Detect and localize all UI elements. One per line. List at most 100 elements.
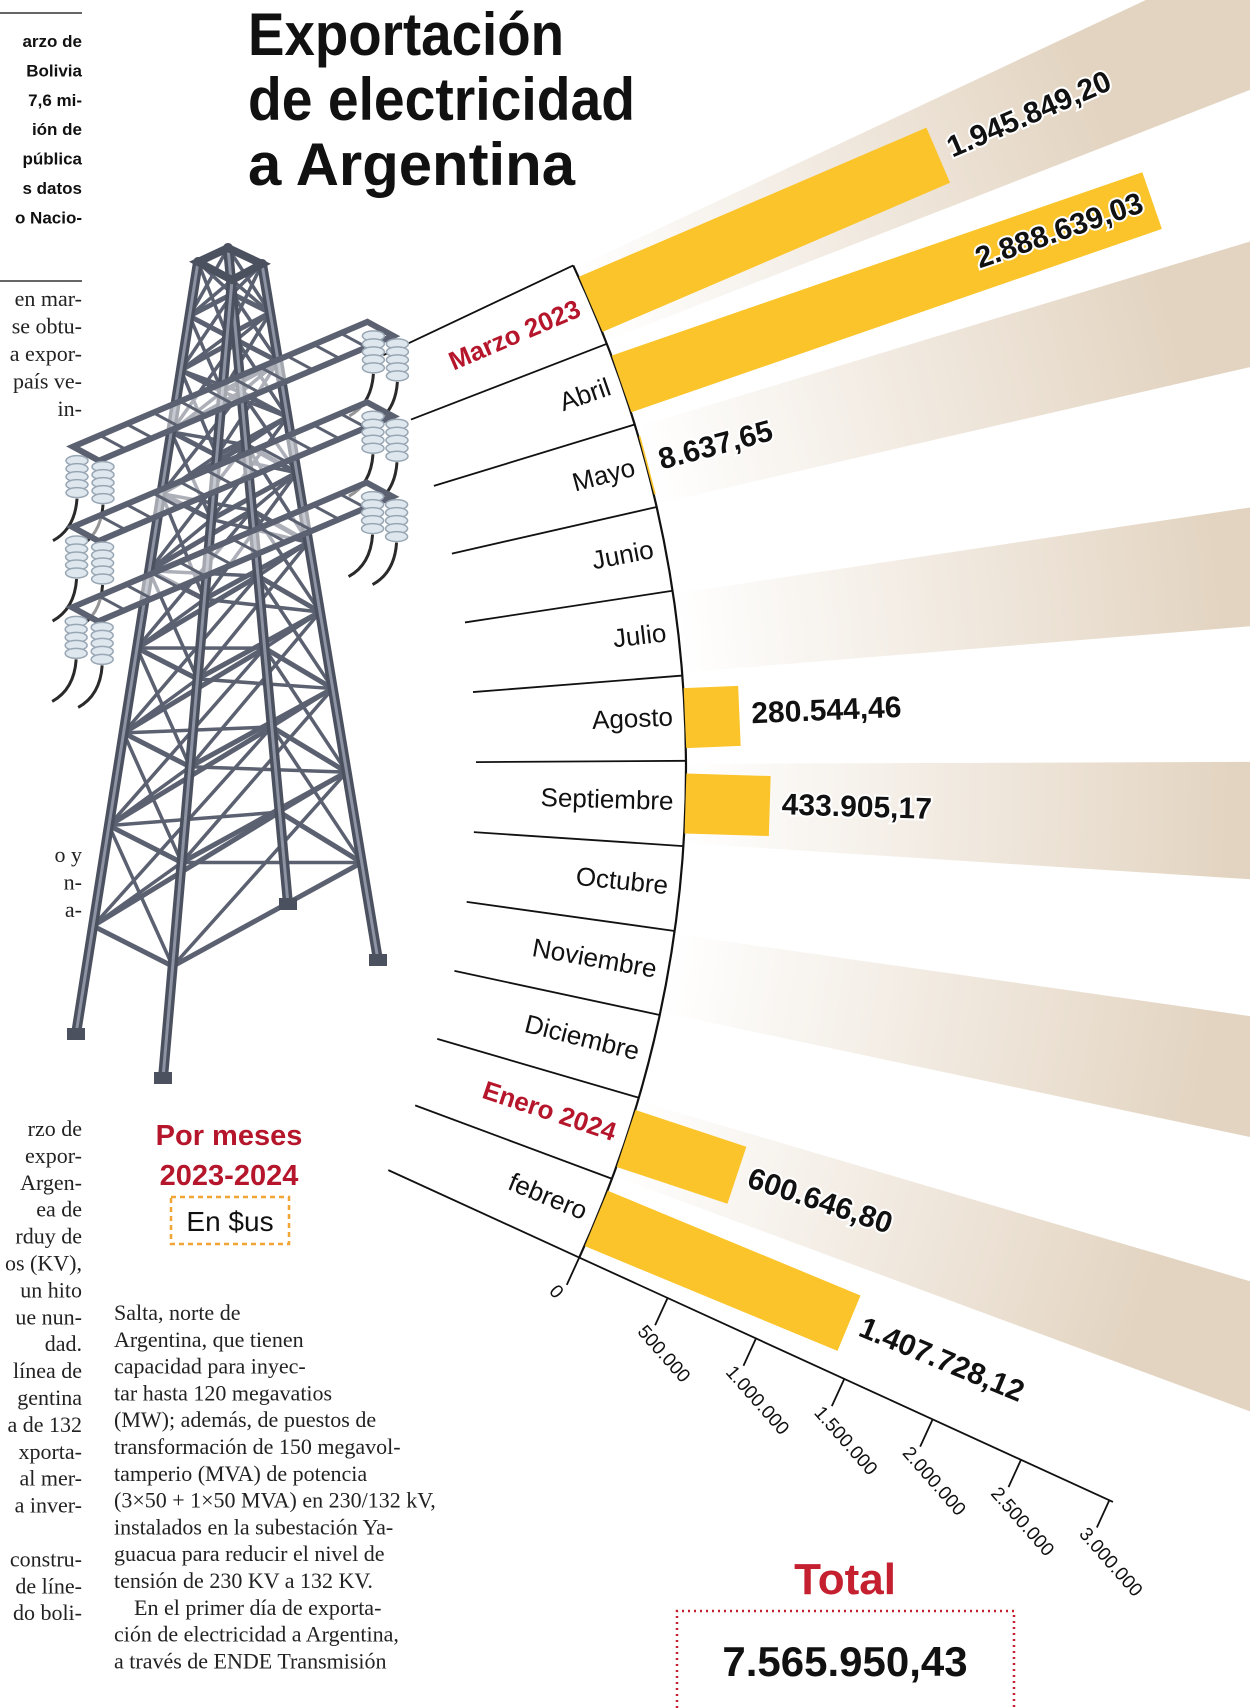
tower-strut <box>124 583 154 601</box>
tower-foot <box>67 1028 85 1040</box>
text-line: a expor- <box>10 341 82 366</box>
tower-strut <box>188 765 349 774</box>
text-line: a de 132 <box>7 1412 82 1437</box>
text-line: línea de <box>13 1358 82 1383</box>
bar <box>611 172 1162 413</box>
tick-label: 2.500.000 <box>986 1483 1058 1560</box>
bar <box>578 127 951 332</box>
value-label: 280.544,46 <box>751 691 902 730</box>
tower-strut <box>177 560 207 578</box>
tower-strut <box>178 399 208 417</box>
tower-strut <box>188 610 322 769</box>
category-label: Junio <box>589 534 656 575</box>
text-line: se obtu- <box>12 314 82 339</box>
tower-strut <box>170 860 365 969</box>
cross-arm <box>66 318 401 465</box>
text-line: xporta- <box>18 1439 82 1464</box>
sector-line <box>466 900 675 932</box>
text-line: 7,6 mi- <box>28 91 82 110</box>
tower-strut <box>97 514 127 532</box>
text-line: Bolivia <box>26 61 82 80</box>
text-line: (MW); además, de puestos de <box>114 1407 376 1432</box>
text-line: En el primer día de exporta- <box>134 1595 381 1620</box>
text-line: a inver- <box>15 1493 82 1518</box>
insulator <box>361 442 385 454</box>
tower-strut <box>285 354 315 372</box>
text-line: ción de electricidad a Argentina, <box>114 1622 399 1647</box>
text-line: país ve- <box>13 369 82 394</box>
insulator <box>64 567 89 579</box>
tower-strut <box>90 809 283 929</box>
text-line: de líne- <box>15 1573 82 1598</box>
tower-strut <box>204 468 234 486</box>
sector-line <box>414 1104 613 1180</box>
category-label: Octubre <box>575 861 670 900</box>
tick-label: 1.500.000 <box>810 1402 882 1479</box>
text-line: ue nun- <box>15 1304 82 1329</box>
text-line: tensión de 230 KV a 132 KV. <box>114 1568 373 1593</box>
tower-strut <box>258 446 288 464</box>
category-label: Diciembre <box>522 1008 643 1066</box>
wire <box>347 534 375 578</box>
wire <box>371 542 399 586</box>
text-line: a través de ENDE Transmisión <box>114 1648 387 1673</box>
tower-strut <box>121 730 193 770</box>
insulator <box>90 573 115 585</box>
tower-strut <box>106 823 185 866</box>
value-label: 433.905,17 <box>781 788 932 826</box>
tower-strut <box>179 686 335 865</box>
tower-strut <box>169 430 248 447</box>
text-line: gentina <box>17 1385 82 1410</box>
value-label: 1.407.728,12 <box>854 1311 1028 1409</box>
total-label: Total <box>794 1555 896 1604</box>
tick-mark <box>1007 1459 1022 1488</box>
sector-line <box>436 1037 640 1099</box>
tower-strut <box>151 491 181 509</box>
tick-mark <box>654 1297 669 1326</box>
tick-label: 2.000.000 <box>898 1443 970 1520</box>
tower-strut <box>230 292 280 364</box>
tower-strut <box>226 246 272 315</box>
bar <box>684 773 771 837</box>
text-line: tamperio (MVA) de potencia <box>114 1461 367 1486</box>
insulator <box>385 370 410 382</box>
tick-mark <box>919 1418 934 1447</box>
tower-strut <box>232 377 262 395</box>
text-line: Argentina, que tienen <box>114 1327 304 1352</box>
insulator <box>360 522 385 535</box>
text-line: instalados en la subestación Ya- <box>114 1514 393 1539</box>
tower-strut <box>186 291 235 319</box>
text-line: Argen- <box>20 1170 82 1195</box>
tower-leg-highlight <box>226 246 290 906</box>
tick-mark <box>742 1338 757 1367</box>
category-label: Agosto <box>591 702 673 735</box>
text-line: n- <box>64 870 82 895</box>
sector-line <box>387 1169 580 1259</box>
tower-strut <box>150 571 180 589</box>
tower-strut <box>179 769 350 866</box>
tower-strut <box>231 537 261 555</box>
text-line: capacidad para inyec- <box>114 1354 306 1379</box>
tower-strut <box>121 574 260 735</box>
sector-line <box>451 506 657 555</box>
text-line: in- <box>58 396 82 421</box>
cross-arm <box>65 479 400 625</box>
text-line: pública <box>22 150 82 169</box>
tower-strut <box>146 507 255 574</box>
subtitle-line: 2023-2024 <box>160 1160 299 1192</box>
tick-mark <box>565 1257 581 1286</box>
text-line: constru- <box>10 1546 82 1571</box>
tower-strut <box>107 646 267 828</box>
wire <box>51 659 78 703</box>
insulator <box>91 492 115 505</box>
text-line: Salta, norte de <box>114 1300 240 1325</box>
tower-strut <box>124 502 154 520</box>
tower-strut <box>233 337 281 364</box>
subtitle-line: Por meses <box>156 1120 303 1152</box>
title-line: Exportación <box>248 1 564 68</box>
tick-mark <box>830 1378 846 1407</box>
tower-strut <box>262 646 349 774</box>
tower-strut <box>311 423 341 441</box>
tower-strut <box>256 574 335 691</box>
tower-strut <box>195 540 311 681</box>
